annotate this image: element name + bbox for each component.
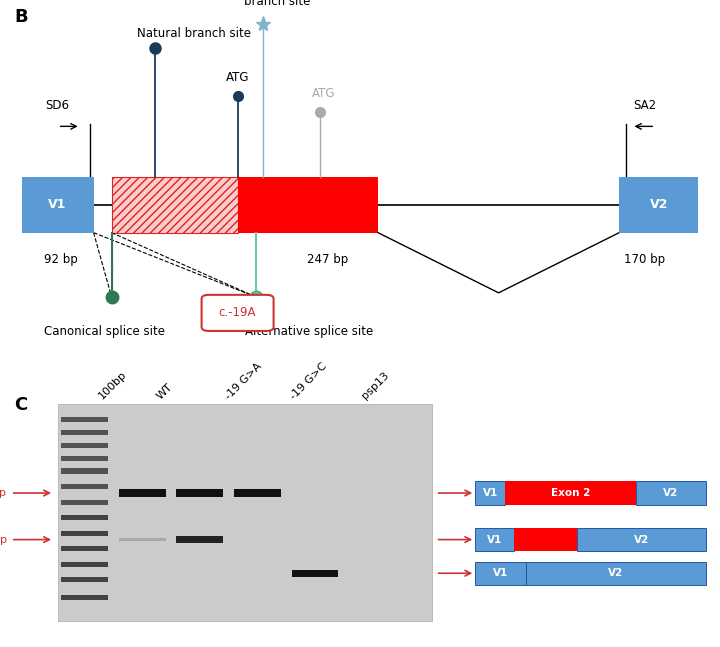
- Text: V1: V1: [487, 534, 503, 545]
- Text: Alternative splice site: Alternative splice site: [246, 325, 374, 338]
- Text: psp13: psp13: [360, 370, 391, 401]
- Bar: [475, 481, 505, 505]
- Text: SA2: SA2: [633, 100, 656, 113]
- FancyBboxPatch shape: [202, 295, 274, 331]
- Bar: [22, 177, 94, 233]
- Bar: [61, 562, 108, 567]
- Bar: [526, 562, 706, 585]
- Bar: [514, 528, 577, 551]
- Text: ATG: ATG: [226, 71, 249, 84]
- Bar: [61, 531, 108, 536]
- Bar: [234, 489, 281, 497]
- Bar: [475, 528, 514, 551]
- Bar: [58, 404, 432, 621]
- Text: V1: V1: [493, 568, 508, 578]
- Bar: [61, 515, 108, 520]
- Bar: [61, 484, 108, 489]
- Text: 262bp: 262bp: [479, 568, 514, 578]
- Text: SD6: SD6: [45, 100, 70, 113]
- Bar: [61, 577, 108, 582]
- Bar: [61, 443, 108, 448]
- Bar: [61, 546, 108, 551]
- Bar: [176, 536, 223, 543]
- Bar: [505, 481, 636, 505]
- Text: 170 bp: 170 bp: [624, 253, 665, 266]
- Text: Natural branch site: Natural branch site: [138, 27, 251, 40]
- Text: V2: V2: [634, 534, 649, 545]
- Bar: [61, 499, 108, 505]
- Text: Canonical splice site: Canonical splice site: [44, 325, 165, 338]
- Bar: [119, 538, 166, 542]
- Text: 247 bp: 247 bp: [307, 253, 348, 266]
- Text: -19 G>C: -19 G>C: [288, 360, 328, 401]
- Text: -19 G>A: -19 G>A: [223, 361, 264, 401]
- Text: V1: V1: [48, 198, 67, 211]
- Bar: [636, 481, 706, 505]
- Text: 100bp: 100bp: [97, 369, 129, 401]
- Bar: [238, 177, 378, 233]
- Bar: [61, 595, 108, 600]
- Bar: [61, 468, 108, 474]
- Bar: [112, 177, 238, 233]
- Text: Cryptic
branch site: Cryptic branch site: [244, 0, 310, 8]
- Text: 971bp: 971bp: [479, 488, 514, 498]
- Text: V2: V2: [663, 488, 679, 498]
- Bar: [61, 455, 108, 461]
- Bar: [61, 430, 108, 435]
- Text: 92 bp: 92 bp: [45, 253, 78, 266]
- Bar: [475, 562, 526, 585]
- Text: B: B: [14, 8, 28, 26]
- Text: V1: V1: [482, 488, 498, 498]
- Text: WT: WT: [155, 382, 174, 401]
- Text: Exon 2: Exon 2: [551, 488, 590, 498]
- Bar: [619, 177, 698, 233]
- Bar: [61, 417, 108, 422]
- Bar: [577, 528, 706, 551]
- Bar: [119, 489, 166, 497]
- Text: 1000bp: 1000bp: [0, 488, 7, 498]
- Bar: [292, 569, 338, 577]
- Text: ATG: ATG: [312, 87, 336, 100]
- Text: V2: V2: [608, 568, 624, 578]
- Text: 500bp: 500bp: [0, 534, 7, 545]
- Text: c.-19A: c.-19A: [219, 307, 256, 320]
- Text: C: C: [14, 396, 27, 414]
- Text: V2: V2: [649, 198, 668, 211]
- Bar: [176, 489, 223, 497]
- Text: 509bp: 509bp: [479, 534, 514, 545]
